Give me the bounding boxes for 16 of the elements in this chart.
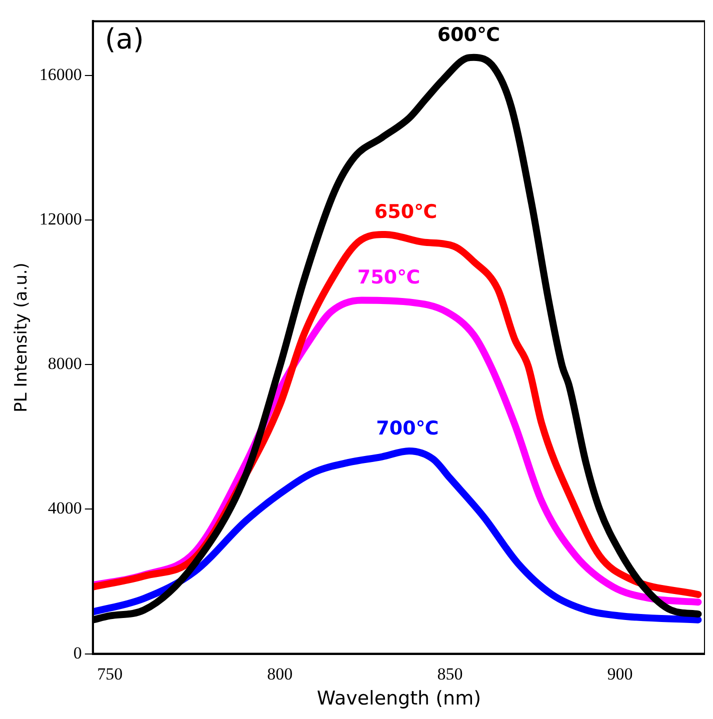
x-tick-label: 800 — [267, 664, 293, 684]
x-tick-label: 850 — [437, 664, 463, 684]
x-axis-title: Wavelength (nm) — [316, 688, 482, 710]
y-tick-label: 16000 — [39, 64, 82, 84]
x-tick-label: 750 — [97, 664, 123, 684]
y-tick-label: 8000 — [48, 354, 82, 374]
y-tick-label: 0 — [73, 643, 82, 662]
series-label: 750℃ — [357, 266, 420, 289]
y-tick-label: 12000 — [39, 209, 82, 228]
y-axis-title: PL Intensity (a.u.) — [12, 262, 32, 412]
x-tick-label: 900 — [607, 664, 633, 684]
annotation: (a) — [104, 22, 144, 56]
series-label: 650℃ — [374, 200, 438, 223]
series-label: 600℃ — [437, 24, 500, 46]
series-label: 700℃ — [376, 417, 439, 440]
y-tick-label: 4000 — [48, 498, 82, 518]
